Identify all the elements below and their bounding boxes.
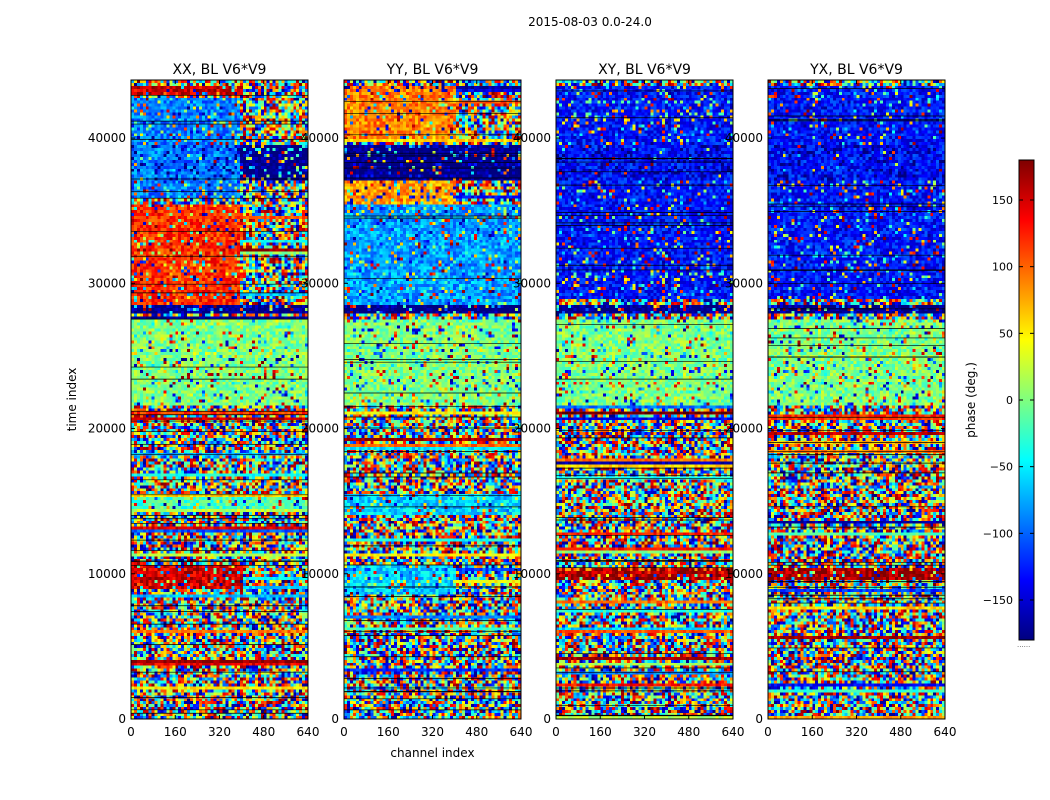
x-tick-label: 320 [208, 725, 231, 739]
panels: XX, BL V6*V9 0 160 320 480 640 0 10000 20000 3000… [65, 62, 956, 760]
x-axis-label: channel index [390, 746, 474, 760]
heatmap-image [556, 80, 733, 719]
y-tick-label: 10000 [301, 567, 339, 581]
y-tick-label: 40000 [301, 131, 339, 145]
x-tick-label: 0 [340, 725, 348, 739]
y-axis-label: time index [65, 368, 79, 432]
x-tick-label: 480 [677, 725, 700, 739]
x-tick-label: 160 [377, 725, 400, 739]
colorbar-bottom-text: ...... [1017, 641, 1030, 649]
y-tick-label: 40000 [725, 131, 763, 145]
x-tick-label: 640 [934, 725, 957, 739]
colorbar-tick-label: −100 [983, 527, 1013, 540]
y-tick-label: 40000 [88, 131, 126, 145]
x-tick-label: 0 [764, 725, 772, 739]
x-tick-label: 480 [889, 725, 912, 739]
figure-title: 2015-08-03 0.0-24.0 [528, 15, 652, 29]
y-tick-label: 10000 [513, 567, 551, 581]
x-tick-label: 640 [510, 725, 533, 739]
y-tick-label: 40000 [513, 131, 551, 145]
y-tick-label: 30000 [301, 276, 339, 290]
heatmap-panel-4: YX, BL V6*V9 0 160 320 480 640 0 10000 20000 3000… [725, 62, 957, 739]
x-tick-label: 640 [722, 725, 745, 739]
x-tick-label: 160 [801, 725, 824, 739]
y-tick-label: 0 [543, 712, 551, 726]
y-tick-label: 30000 [88, 276, 126, 290]
colorbar: 150 100 50 0 −50 −100 −150 phase (deg.)...... [964, 159, 1035, 649]
heatmap-image [768, 80, 945, 719]
y-tick-label: 30000 [725, 276, 763, 290]
x-tick-label: 320 [845, 725, 868, 739]
y-tick-label: 20000 [725, 422, 763, 436]
heatmap-panel-3: XY, BL V6*V9 0 160 320 480 640 0 10000 20000 3000… [513, 62, 745, 739]
y-tick-label: 20000 [301, 422, 339, 436]
y-tick-label: 30000 [513, 276, 551, 290]
y-tick-label: 20000 [513, 422, 551, 436]
heatmap-panel-2: YY, BL V6*V9 0 160 320 480 640 0 10000 20000 3000… [301, 62, 533, 760]
y-tick-label: 10000 [725, 567, 763, 581]
x-tick-label: 640 [297, 725, 320, 739]
heatmap-panel-1: XX, BL V6*V9 0 160 320 480 640 0 10000 20000 3000… [65, 62, 319, 739]
colorbar-tick-label: 50 [999, 327, 1013, 340]
y-tick-label: 0 [118, 712, 126, 726]
colorbar-tick-label: −150 [983, 594, 1013, 607]
panel-title: XX, BL V6*V9 [173, 62, 267, 78]
heatmap-image [344, 80, 521, 719]
colorbar-label: phase (deg.) [964, 362, 978, 438]
colorbar-tick-label: 100 [992, 261, 1013, 274]
colorbar-tick-label: 150 [992, 194, 1013, 207]
heatmap-image [131, 80, 308, 719]
x-tick-label: 0 [127, 725, 135, 739]
x-tick-label: 480 [252, 725, 275, 739]
panel-title: XY, BL V6*V9 [598, 62, 691, 78]
panel-title: YX, BL V6*V9 [809, 62, 903, 78]
x-tick-label: 160 [589, 725, 612, 739]
y-tick-label: 0 [331, 712, 339, 726]
colorbar-tick-label: −50 [990, 461, 1013, 474]
y-tick-label: 10000 [88, 567, 126, 581]
x-tick-label: 160 [164, 725, 187, 739]
x-tick-label: 0 [552, 725, 560, 739]
y-tick-label: 20000 [88, 422, 126, 436]
x-tick-label: 320 [421, 725, 444, 739]
colorbar-tick-label: 0 [1006, 394, 1013, 407]
x-tick-label: 480 [465, 725, 488, 739]
x-tick-label: 320 [633, 725, 656, 739]
y-tick-label: 0 [755, 712, 763, 726]
panel-title: YY, BL V6*V9 [386, 62, 479, 78]
